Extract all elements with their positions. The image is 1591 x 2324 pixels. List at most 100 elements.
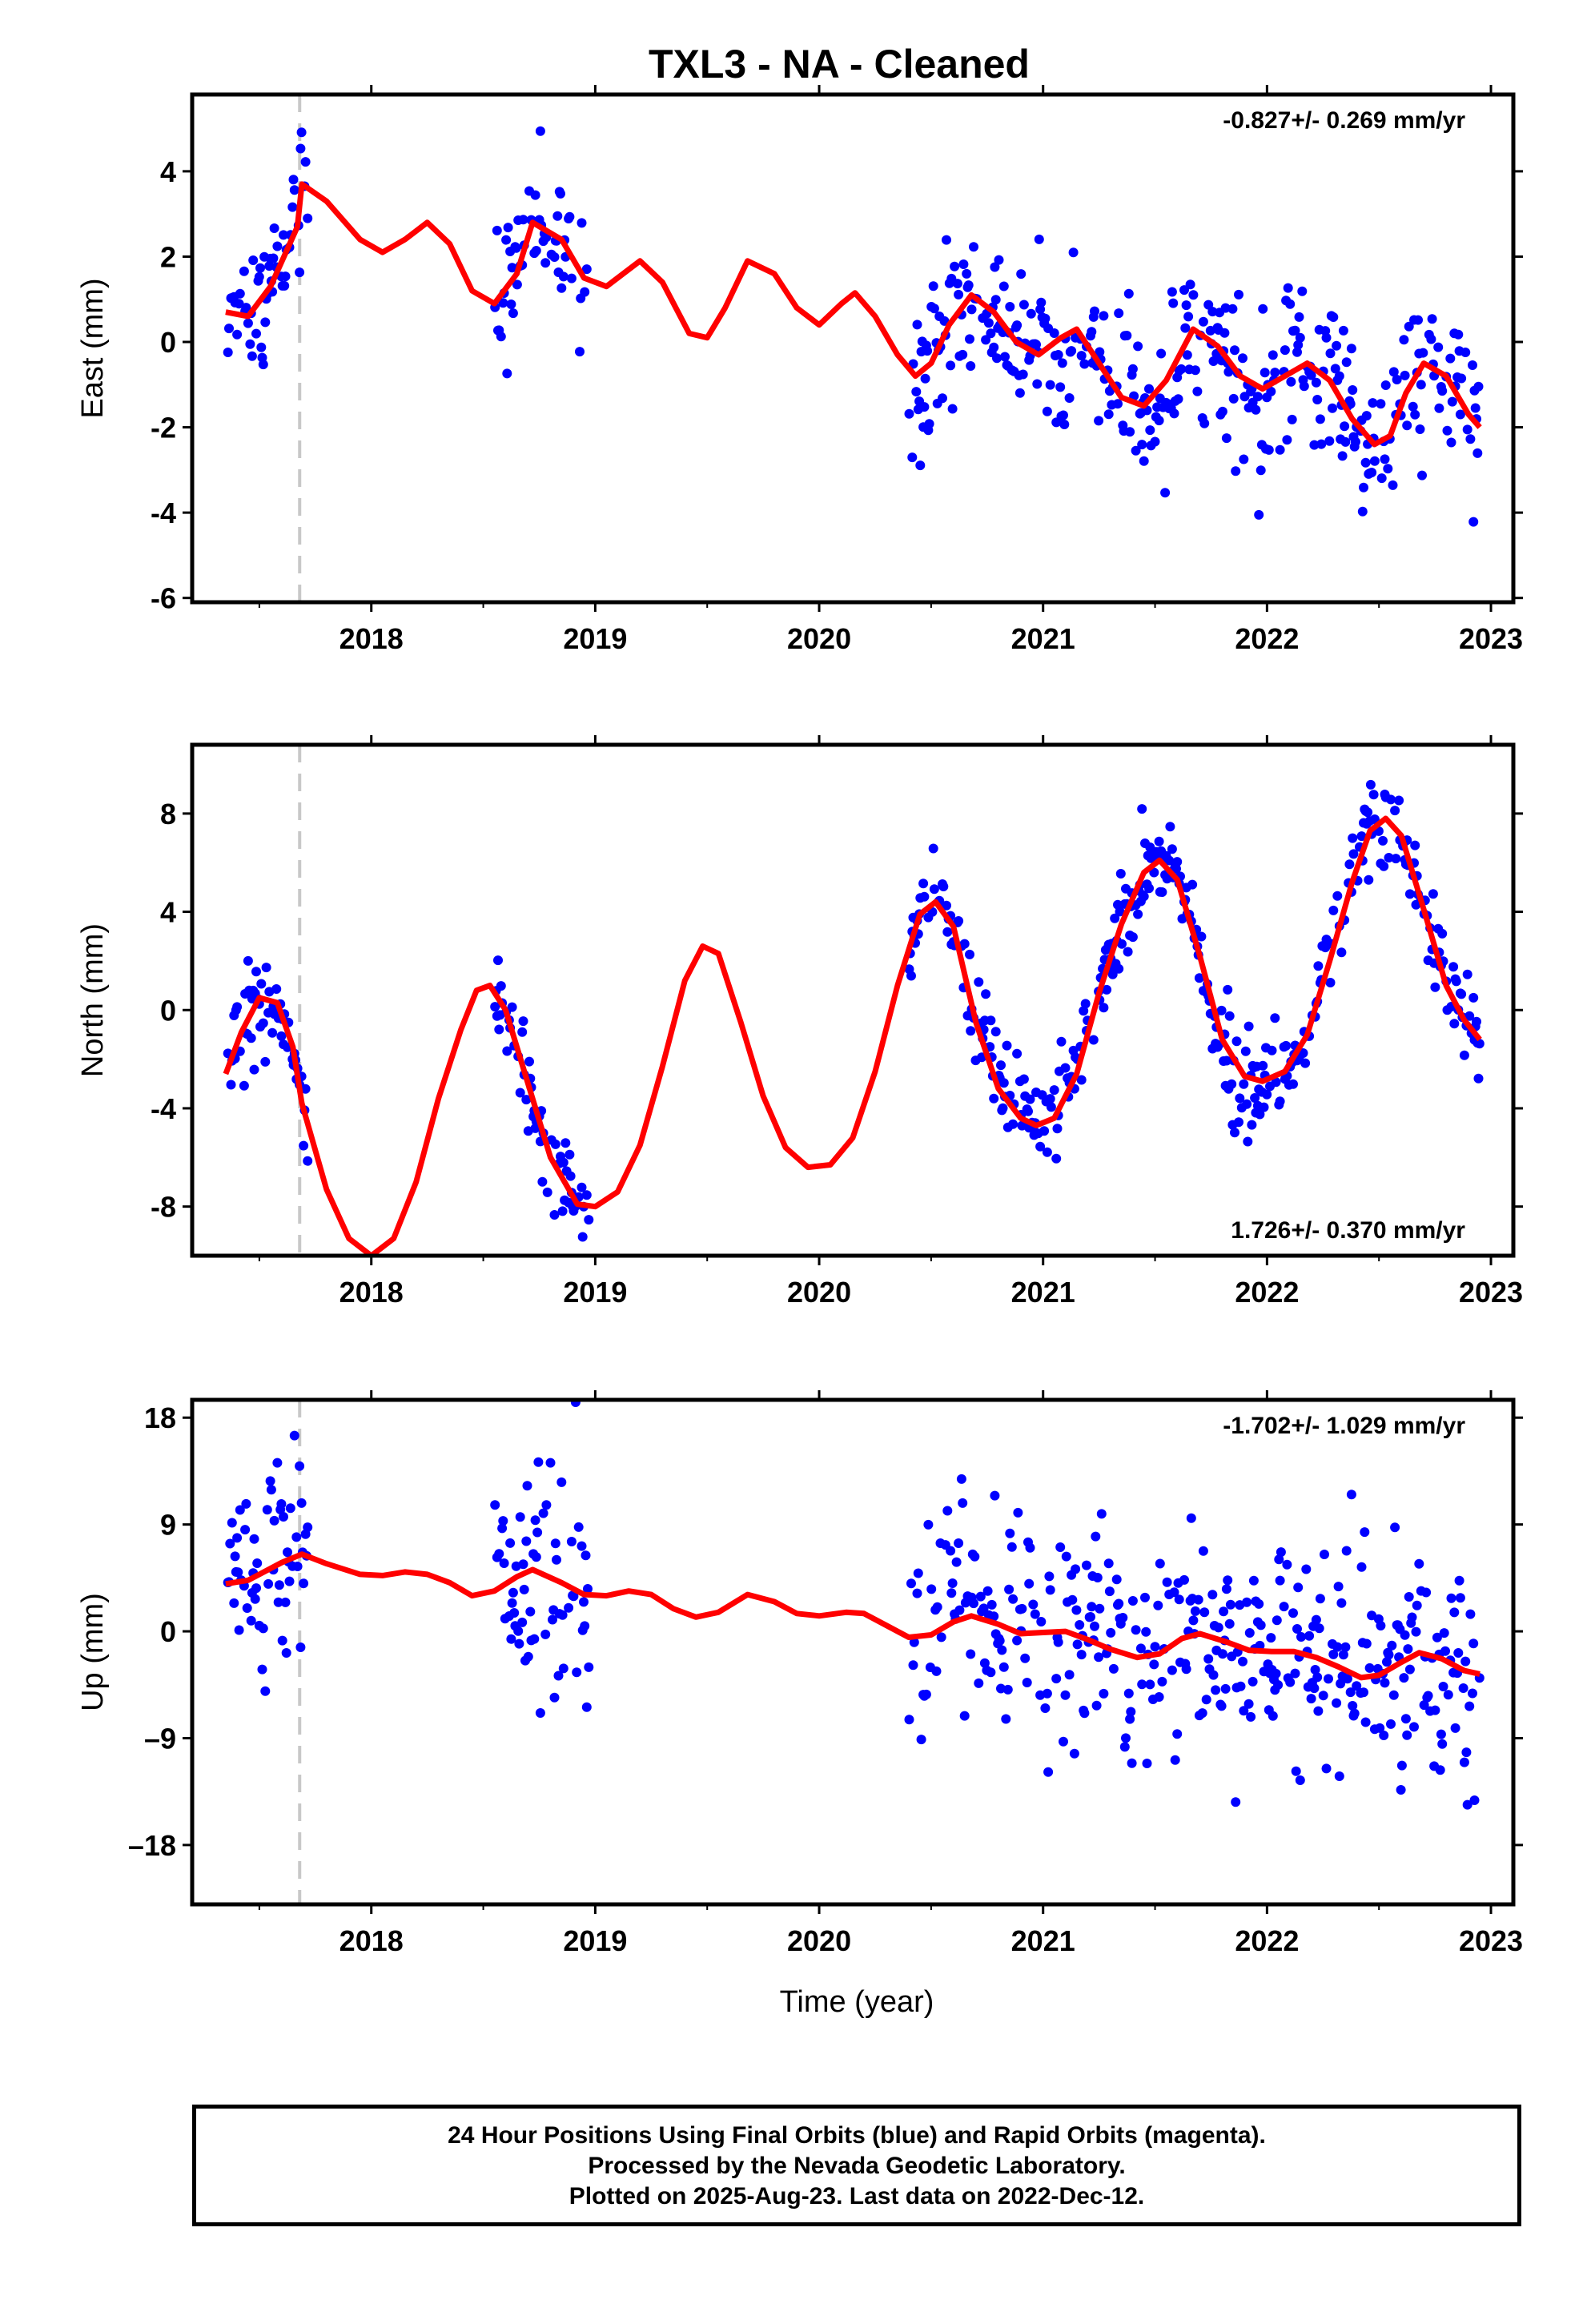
- data-point: [1468, 517, 1479, 527]
- data-point: [1304, 1630, 1315, 1641]
- data-point: [1154, 1692, 1164, 1702]
- chart-title: TXL3 - NA - Cleaned: [649, 42, 1030, 86]
- data-point: [295, 1461, 305, 1471]
- data-point: [1456, 989, 1467, 999]
- data-point: [1059, 420, 1070, 429]
- data-point: [1042, 1147, 1052, 1157]
- data-point: [260, 317, 271, 328]
- data-point: [1473, 381, 1484, 392]
- data-point: [1334, 371, 1344, 381]
- data-point: [946, 360, 956, 371]
- data-point: [1368, 790, 1379, 800]
- data-point: [241, 1498, 251, 1509]
- data-point: [266, 1485, 276, 1495]
- data-point: [1090, 306, 1099, 316]
- data-point: [1328, 403, 1337, 413]
- data-point: [1234, 1117, 1243, 1128]
- data-point: [1266, 1633, 1276, 1643]
- data-point: [556, 1477, 567, 1487]
- data-point: [1193, 1594, 1203, 1605]
- data-point: [1018, 369, 1028, 380]
- data-point: [296, 127, 307, 138]
- data-point: [1243, 1136, 1253, 1147]
- data-point: [1001, 1714, 1011, 1724]
- data-point: [990, 1027, 1001, 1037]
- data-point: [249, 1064, 259, 1075]
- data-point: [1231, 1797, 1241, 1807]
- data-point: [502, 368, 512, 379]
- data-point: [581, 1190, 592, 1200]
- data-point: [285, 1503, 295, 1514]
- data-point: [1274, 1554, 1284, 1565]
- data-point: [280, 1597, 291, 1607]
- data-point: [1224, 1011, 1235, 1021]
- data-point: [566, 1537, 577, 1546]
- data-point: [490, 1500, 500, 1510]
- data-point: [248, 255, 259, 265]
- data-point: [1259, 1102, 1269, 1112]
- data-point: [577, 1541, 587, 1551]
- data-point: [1150, 1642, 1160, 1652]
- data-point: [986, 1667, 996, 1678]
- data-point: [1017, 1603, 1027, 1614]
- data-point: [1435, 1765, 1445, 1775]
- data-point: [965, 334, 974, 344]
- data-point: [566, 273, 577, 283]
- data-point: [1288, 1079, 1298, 1089]
- data-point: [1171, 863, 1181, 874]
- data-point: [1438, 1682, 1448, 1691]
- data-point: [581, 1702, 592, 1712]
- data-point: [514, 1638, 524, 1649]
- data-point: [1341, 357, 1352, 368]
- data-point: [1412, 1600, 1422, 1610]
- data-point: [1361, 1638, 1372, 1649]
- data-point: [230, 1551, 240, 1562]
- data-point: [1155, 1558, 1165, 1569]
- data-point: [1367, 1610, 1377, 1621]
- data-point: [1180, 323, 1191, 333]
- data-point: [1135, 1643, 1146, 1654]
- data-point: [998, 1662, 1009, 1672]
- data-point: [1248, 1575, 1259, 1586]
- data-point: [1221, 1584, 1231, 1594]
- data-point: [496, 981, 506, 991]
- data-point: [1141, 1626, 1151, 1637]
- data-point: [1186, 1513, 1196, 1523]
- data-point: [1219, 1606, 1229, 1617]
- data-point: [287, 202, 298, 212]
- data-point: [245, 339, 255, 349]
- data-point: [292, 1562, 303, 1571]
- data-point: [303, 1156, 313, 1166]
- data-point: [1127, 1596, 1138, 1606]
- data-point: [508, 1587, 518, 1598]
- data-point: [299, 1140, 309, 1151]
- data-point: [1449, 1019, 1460, 1029]
- data-point: [1032, 379, 1043, 389]
- data-point: [1207, 307, 1218, 317]
- data-point: [223, 348, 233, 357]
- data-point: [1337, 451, 1348, 461]
- data-point: [1321, 332, 1332, 343]
- data-point: [969, 1598, 978, 1609]
- data-point: [577, 218, 587, 228]
- data-point: [1324, 1674, 1333, 1684]
- data-point: [966, 1649, 976, 1659]
- data-point: [1005, 1528, 1015, 1538]
- data-point: [1388, 1690, 1399, 1700]
- data-point: [1344, 859, 1355, 870]
- data-point: [1417, 470, 1427, 480]
- data-point: [1223, 984, 1233, 995]
- data-point: [958, 259, 969, 269]
- data-point: [1387, 1640, 1397, 1651]
- data-point: [1275, 1096, 1285, 1107]
- data-point: [1314, 1623, 1324, 1634]
- data-point: [1348, 385, 1358, 395]
- data-point: [947, 404, 958, 414]
- y-axis-label: Up (mm): [76, 1593, 110, 1711]
- data-point: [942, 235, 951, 245]
- data-point: [989, 1093, 999, 1104]
- data-point: [260, 1056, 271, 1067]
- data-point: [958, 349, 968, 360]
- data-point: [1055, 1542, 1066, 1552]
- data-point: [1407, 1612, 1417, 1622]
